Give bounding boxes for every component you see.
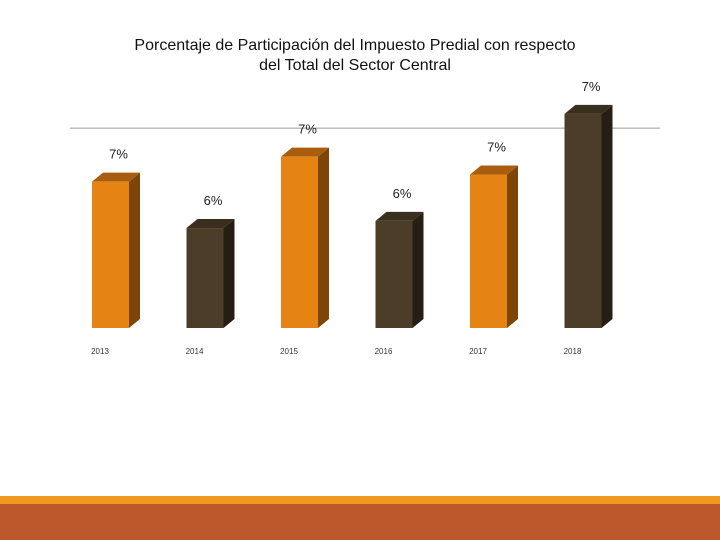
bar-top-2014	[186, 219, 235, 229]
bar-2015	[281, 156, 318, 328]
bar-side-2013	[129, 172, 140, 328]
bar-top-2018	[564, 104, 613, 114]
bar-2018	[564, 113, 602, 328]
footer-accent-line	[0, 496, 720, 504]
bar-side-2014	[223, 219, 235, 328]
bar-top-2015	[281, 147, 329, 157]
x-tick-2015: 2015	[280, 347, 298, 356]
data-label-2016: 6%	[393, 186, 412, 201]
chart-title-line-2: del Total del Sector Central	[259, 57, 451, 74]
data-label-2018: 7%	[582, 79, 601, 94]
bar-top-2017	[470, 165, 518, 175]
bar-top-2013	[92, 172, 140, 182]
bar-side-2016	[412, 211, 424, 328]
bar-2014	[186, 228, 224, 328]
bar-side-2015	[318, 147, 329, 328]
footer-band	[0, 504, 720, 540]
chart-title: Porcentaje de Participación del Impuesto…	[90, 36, 620, 76]
x-tick-2014: 2014	[186, 347, 204, 356]
bar-side-2017	[507, 165, 518, 328]
data-label-2015: 7%	[298, 122, 317, 137]
x-tick-2016: 2016	[375, 347, 393, 356]
x-tick-2018: 2018	[564, 347, 582, 356]
bar-side-2018	[601, 104, 613, 328]
bar-top-2016	[375, 211, 424, 221]
data-label-2014: 6%	[204, 193, 223, 208]
data-label-2013: 7%	[109, 147, 128, 162]
bar-2013	[92, 181, 129, 328]
x-tick-2017: 2017	[469, 347, 487, 356]
bar-2017	[470, 174, 507, 328]
chart-title-line-1: Porcentaje de Participación del Impuesto…	[134, 37, 576, 54]
bar-2016	[375, 220, 413, 328]
x-tick-2013: 2013	[91, 347, 109, 356]
data-label-2017: 7%	[487, 140, 506, 155]
